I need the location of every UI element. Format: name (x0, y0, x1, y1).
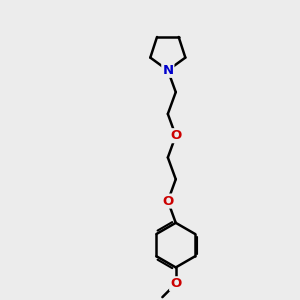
Text: O: O (170, 277, 182, 290)
Text: N: N (162, 64, 173, 77)
Text: O: O (162, 195, 173, 208)
Text: O: O (170, 129, 182, 142)
